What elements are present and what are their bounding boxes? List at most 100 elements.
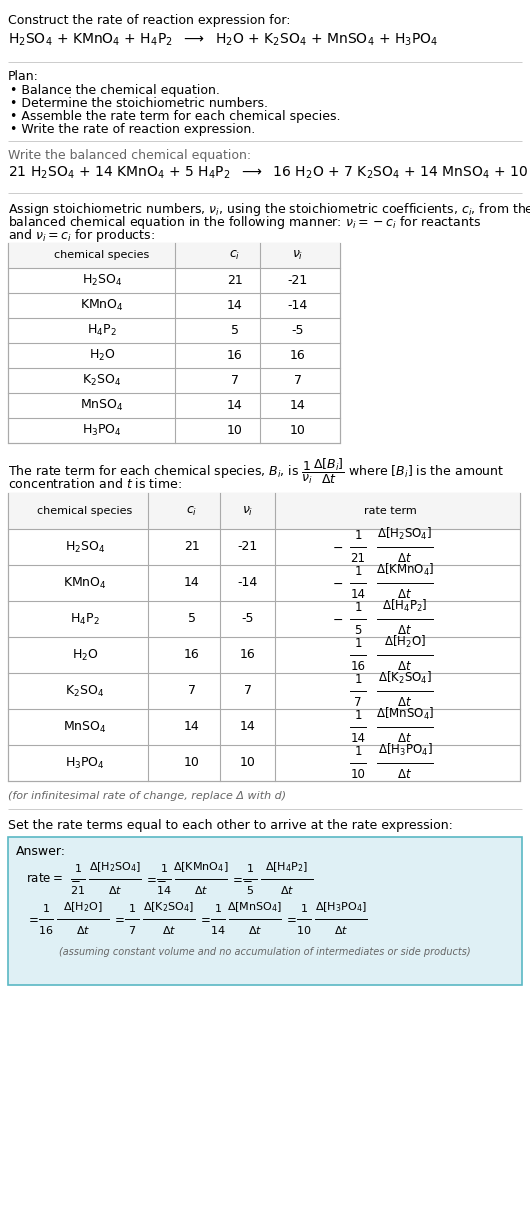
Text: $\mathrm{H_2SO_4}$: $\mathrm{H_2SO_4}$ xyxy=(82,273,122,288)
Text: $\Delta t$: $\Delta t$ xyxy=(280,884,294,896)
Text: $\Delta[\mathrm{H_2SO_4}]$: $\Delta[\mathrm{H_2SO_4}]$ xyxy=(89,860,141,875)
Text: and $\nu_i = c_i$ for products:: and $\nu_i = c_i$ for products: xyxy=(8,227,155,244)
Text: $1$: $1$ xyxy=(354,602,362,614)
Text: $\Delta[\mathrm{K_2SO_4}]$: $\Delta[\mathrm{K_2SO_4}]$ xyxy=(378,670,432,686)
Text: rate term: rate term xyxy=(364,506,417,516)
Text: 14: 14 xyxy=(290,399,306,412)
Text: balanced chemical equation in the following manner: $\nu_i = -c_i$ for reactants: balanced chemical equation in the follow… xyxy=(8,214,481,231)
Text: $=$: $=$ xyxy=(112,912,125,925)
FancyBboxPatch shape xyxy=(8,837,522,985)
Text: $\Delta t$: $\Delta t$ xyxy=(398,732,412,745)
Text: -21: -21 xyxy=(288,274,308,288)
Text: 7: 7 xyxy=(244,685,252,697)
Text: $=$: $=$ xyxy=(284,912,297,925)
Text: $1$: $1$ xyxy=(214,902,222,914)
Text: $5$: $5$ xyxy=(246,884,254,896)
Text: Plan:: Plan: xyxy=(8,70,39,83)
Text: $\Delta t$: $\Delta t$ xyxy=(398,625,412,637)
Text: $1$: $1$ xyxy=(354,673,362,686)
Text: $\Delta t$: $\Delta t$ xyxy=(76,924,90,936)
Text: Assign stoichiometric numbers, $\nu_i$, using the stoichiometric coefficients, $: Assign stoichiometric numbers, $\nu_i$, … xyxy=(8,201,530,217)
Text: 16: 16 xyxy=(240,649,256,662)
Text: The rate term for each chemical species, $B_i$, is $\dfrac{1}{\nu_i}$$\dfrac{\De: The rate term for each chemical species,… xyxy=(8,457,505,486)
Text: 10: 10 xyxy=(240,756,256,769)
Text: $1$: $1$ xyxy=(300,902,308,914)
Text: $\Delta t$: $\Delta t$ xyxy=(398,768,412,782)
Text: $\Delta[\mathrm{H_3PO_4}]$: $\Delta[\mathrm{H_3PO_4}]$ xyxy=(315,900,367,914)
Text: 14: 14 xyxy=(227,300,243,312)
Bar xyxy=(8,243,340,443)
Text: $\mathrm{H_4P_2}$: $\mathrm{H_4P_2}$ xyxy=(70,611,100,627)
Text: 14: 14 xyxy=(184,720,200,733)
Text: 21: 21 xyxy=(227,274,243,288)
Text: 16: 16 xyxy=(290,349,306,362)
Text: 14: 14 xyxy=(227,399,243,412)
Bar xyxy=(8,493,520,529)
Text: 10: 10 xyxy=(227,424,243,437)
Text: • Determine the stoichiometric numbers.: • Determine the stoichiometric numbers. xyxy=(10,97,268,110)
Text: $\Delta t$: $\Delta t$ xyxy=(398,696,412,709)
Text: $\nu_i$: $\nu_i$ xyxy=(242,505,254,517)
Text: concentration and $t$ is time:: concentration and $t$ is time: xyxy=(8,477,182,490)
Text: $10$: $10$ xyxy=(296,924,312,936)
Text: 5: 5 xyxy=(355,625,361,637)
Text: $\mathrm{H_2SO_4}$: $\mathrm{H_2SO_4}$ xyxy=(65,540,105,554)
Text: $=$: $=$ xyxy=(198,912,211,925)
Text: 7: 7 xyxy=(231,374,239,387)
Text: $1$: $1$ xyxy=(354,709,362,722)
Text: $\Delta t$: $\Delta t$ xyxy=(194,884,208,896)
Text: $\mathrm{K_2SO_4}$: $\mathrm{K_2SO_4}$ xyxy=(65,684,104,698)
Text: $1$: $1$ xyxy=(42,902,50,914)
Text: $=$: $=$ xyxy=(144,872,157,885)
Text: 10: 10 xyxy=(350,768,366,782)
Text: Set the rate terms equal to each other to arrive at the rate expression:: Set the rate terms equal to each other t… xyxy=(8,819,453,832)
Text: (assuming constant volume and no accumulation of intermediates or side products): (assuming constant volume and no accumul… xyxy=(59,947,471,957)
Text: $\mathrm{MnSO_4}$: $\mathrm{MnSO_4}$ xyxy=(80,397,124,413)
Text: $\mathrm{H_4P_2}$: $\mathrm{H_4P_2}$ xyxy=(87,323,117,338)
Text: 5: 5 xyxy=(231,324,239,337)
Text: 21: 21 xyxy=(184,540,200,553)
Text: • Assemble the rate term for each chemical species.: • Assemble the rate term for each chemic… xyxy=(10,110,340,123)
Text: $\mathrm{K_2SO_4}$: $\mathrm{K_2SO_4}$ xyxy=(83,373,121,388)
Bar xyxy=(8,243,340,268)
Text: $\Delta t$: $\Delta t$ xyxy=(162,924,176,936)
Text: 16: 16 xyxy=(350,660,366,673)
Text: $\mathrm{H_2O}$: $\mathrm{H_2O}$ xyxy=(72,647,98,662)
Text: $\Delta t$: $\Delta t$ xyxy=(398,660,412,673)
Text: $-$: $-$ xyxy=(332,576,343,590)
Text: -5: -5 xyxy=(292,324,304,337)
Text: $1$: $1$ xyxy=(354,529,362,542)
Text: $\Delta[\mathrm{H_4P_2}]$: $\Delta[\mathrm{H_4P_2}]$ xyxy=(266,860,308,875)
Text: $\Delta[\mathrm{H_3PO_4}]$: $\Delta[\mathrm{H_3PO_4}]$ xyxy=(377,742,432,757)
Text: $1$: $1$ xyxy=(246,863,254,875)
Text: $1$: $1$ xyxy=(160,863,168,875)
Text: 14: 14 xyxy=(350,732,366,745)
Text: 7: 7 xyxy=(294,374,302,387)
Text: $\Delta t$: $\Delta t$ xyxy=(334,924,348,936)
Text: • Write the rate of reaction expression.: • Write the rate of reaction expression. xyxy=(10,123,255,137)
Text: (for infinitesimal rate of change, replace Δ with d): (for infinitesimal rate of change, repla… xyxy=(8,791,286,801)
Text: -14: -14 xyxy=(288,300,308,312)
Text: $\mathrm{KMnO_4}$: $\mathrm{KMnO_4}$ xyxy=(80,298,124,313)
Text: $\Delta[\mathrm{MnSO_4}]$: $\Delta[\mathrm{MnSO_4}]$ xyxy=(227,900,282,914)
Text: $1$: $1$ xyxy=(128,902,136,914)
Text: $\Delta[\mathrm{K_2SO_4}]$: $\Delta[\mathrm{K_2SO_4}]$ xyxy=(144,900,195,914)
Text: $\Delta[\mathrm{H_2O}]$: $\Delta[\mathrm{H_2O}]$ xyxy=(63,900,103,914)
Text: $\mathrm{KMnO_4}$: $\mathrm{KMnO_4}$ xyxy=(63,575,107,591)
Text: $=$: $=$ xyxy=(230,872,243,885)
Text: $\mathrm{H_3PO_4}$: $\mathrm{H_3PO_4}$ xyxy=(65,755,105,771)
Text: $\Delta[\mathrm{KMnO_4}]$: $\Delta[\mathrm{KMnO_4}]$ xyxy=(376,562,434,577)
Text: $\Delta t$: $\Delta t$ xyxy=(248,924,262,936)
Text: 16: 16 xyxy=(227,349,243,362)
Text: 14: 14 xyxy=(350,588,366,602)
Text: -21: -21 xyxy=(238,540,258,553)
Text: $c_i$: $c_i$ xyxy=(229,249,241,262)
Text: $\Delta[\mathrm{H_4P_2}]$: $\Delta[\mathrm{H_4P_2}]$ xyxy=(382,598,428,614)
Text: 14: 14 xyxy=(240,720,256,733)
Text: $16$: $16$ xyxy=(38,924,54,936)
Text: Answer:: Answer: xyxy=(16,846,66,858)
Text: $\mathrm{H_2O}$: $\mathrm{H_2O}$ xyxy=(89,348,116,364)
Text: $-$: $-$ xyxy=(156,872,166,885)
Text: $14$: $14$ xyxy=(210,924,226,936)
Text: $\Delta t$: $\Delta t$ xyxy=(108,884,122,896)
